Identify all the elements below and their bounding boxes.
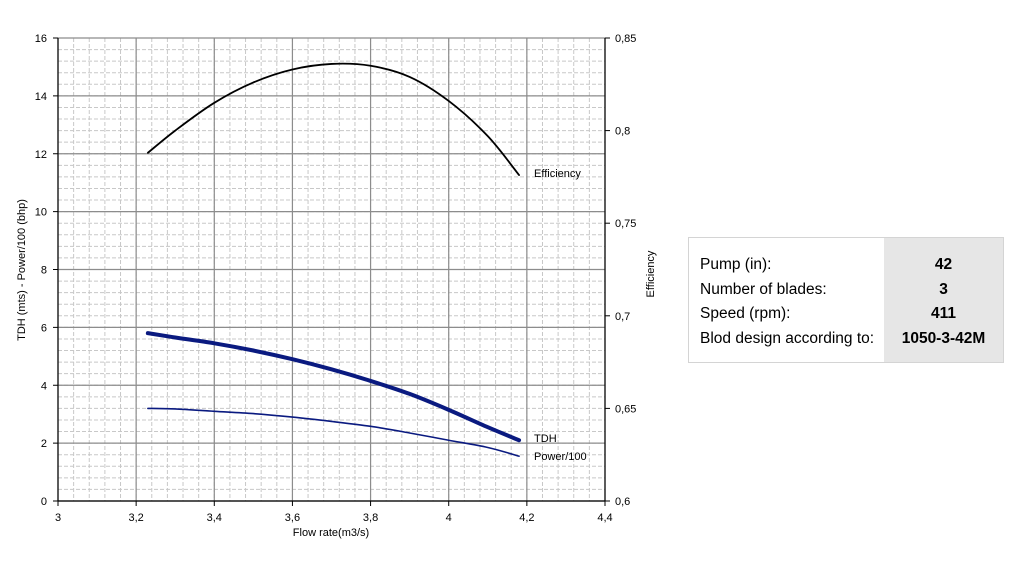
left-tick-label: 2 bbox=[41, 438, 47, 450]
right-axis-title: Efficiency bbox=[645, 250, 657, 297]
x-tick-label: 4,4 bbox=[597, 512, 612, 524]
right-tick-label: 0,7 bbox=[615, 311, 630, 323]
info-value-speed: 411 bbox=[930, 305, 956, 322]
series-line-tdh bbox=[145, 331, 522, 443]
x-tick-label: 3,2 bbox=[128, 512, 143, 524]
left-tick-label: 4 bbox=[41, 380, 47, 392]
x-tick-label: 3,4 bbox=[207, 512, 222, 524]
info-label-pump: Pump (in): bbox=[700, 256, 772, 273]
left-axis-tick-labels: 0 2 4 6 8 10 12 14 16 bbox=[35, 33, 47, 508]
info-labels-column: Pump (in): Number of blades: Speed (rpm)… bbox=[689, 238, 884, 362]
info-value-blades: 3 bbox=[939, 280, 948, 298]
series-label-tdh: TDH bbox=[534, 433, 557, 445]
left-tick-label: 16 bbox=[35, 33, 47, 45]
right-tick-label: 0,75 bbox=[615, 218, 636, 230]
series-label-power-100: Power/100 bbox=[534, 451, 587, 463]
right-tick-label: 0,65 bbox=[615, 403, 636, 415]
left-tick-label: 8 bbox=[41, 265, 47, 277]
series-label-efficiency: Efficiency bbox=[534, 168, 581, 180]
info-label-speed: Speed (rpm): bbox=[700, 305, 791, 322]
x-axis-title: Flow rate(m3/s) bbox=[293, 527, 369, 539]
info-value-pump: 42 bbox=[934, 256, 953, 273]
x-tick-label: 3 bbox=[55, 512, 61, 524]
series-lines bbox=[145, 62, 522, 457]
pump-info-table: Pump (in): Number of blades: Speed (rpm)… bbox=[688, 237, 1004, 363]
axes bbox=[53, 37, 610, 506]
x-tick-label: 3,8 bbox=[363, 512, 378, 524]
left-tick-label: 14 bbox=[35, 91, 47, 103]
left-tick-label: 6 bbox=[41, 322, 47, 334]
x-tick-label: 4 bbox=[446, 512, 452, 524]
left-axis-title: TDH (mts) - Power/100 (bhp) bbox=[16, 199, 28, 341]
info-label-blades: Number of blades: bbox=[700, 280, 827, 298]
right-tick-label: 0,85 bbox=[615, 33, 636, 45]
x-axis-tick-labels: 3 3,2 3,4 3,6 3,8 4 4,2 4,4 bbox=[55, 512, 613, 524]
series-line-power-100 bbox=[147, 407, 520, 457]
right-tick-label: 0,6 bbox=[615, 496, 630, 508]
x-tick-label: 3,6 bbox=[285, 512, 300, 524]
right-axis-tick-labels: 0,6 0,65 0,7 0,75 0,8 0,85 bbox=[615, 33, 636, 508]
series-line-efficiency bbox=[146, 62, 520, 176]
left-tick-label: 0 bbox=[41, 496, 47, 508]
info-value-design: 1050-3-42M bbox=[901, 329, 986, 347]
left-tick-label: 12 bbox=[35, 149, 47, 161]
info-label-design: Blod design according to: bbox=[700, 329, 875, 347]
right-tick-label: 0,8 bbox=[615, 126, 630, 138]
series-labels: Efficiency TDH Power/100 bbox=[534, 168, 587, 463]
left-tick-label: 10 bbox=[35, 207, 47, 219]
info-values-column: 42 3 411 1050-3-42M bbox=[884, 238, 1003, 362]
x-tick-label: 4,2 bbox=[519, 512, 534, 524]
